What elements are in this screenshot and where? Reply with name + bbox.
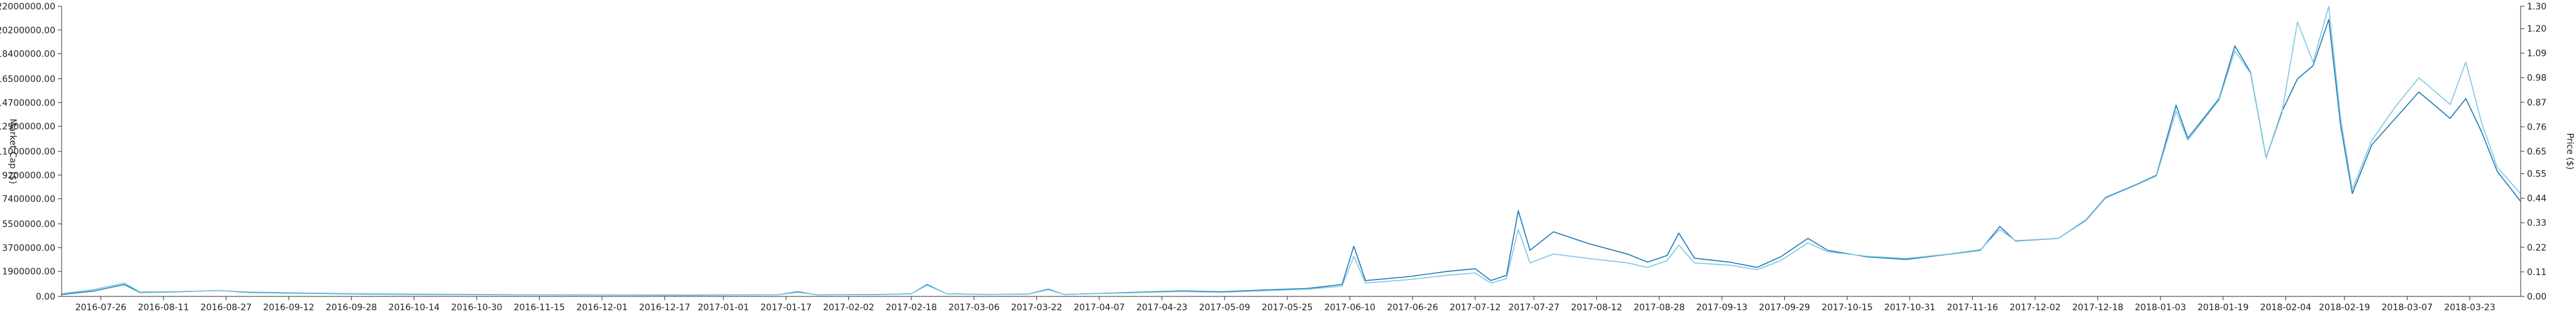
right-tick-label: 0.00: [2527, 292, 2546, 302]
x-tick-label: 2016-11-15: [514, 303, 565, 313]
right-axis-ticks: 0.00 0.11 0.22 0.33 0.44 0.55 0.65 0.76 0.87 0.98…: [2521, 2, 2546, 302]
x-tick-label: 2018-02-04: [2260, 303, 2311, 313]
x-tick-label: 2017-05-09: [1199, 303, 1250, 313]
left-tick-label: 3700000.00: [2, 243, 55, 253]
x-tick-label: 2016-10-14: [389, 303, 440, 313]
left-tick-label: 11000000.00: [0, 147, 55, 157]
x-tick-label: 2017-01-01: [698, 303, 749, 313]
left-tick-label: 1900000.00: [2, 267, 55, 277]
x-tick-label: 2017-12-02: [2009, 303, 2060, 313]
x-tick-label: 2017-12-18: [2072, 303, 2123, 313]
x-tick-label: 2017-11-16: [1947, 303, 1998, 313]
x-tick-label: 2017-03-06: [948, 303, 999, 313]
x-tick-label: 2017-04-23: [1136, 303, 1187, 313]
right-axis-title: Price ($): [2565, 133, 2575, 170]
left-tick-label: 0.00: [36, 292, 55, 302]
market-cap-series-line: [61, 19, 2521, 296]
right-tick-label: 0.87: [2527, 98, 2546, 108]
x-tick-label: 2016-09-12: [263, 303, 314, 313]
x-tick-label: 2018-03-07: [2382, 303, 2433, 313]
x-tick-label: 2016-07-26: [75, 303, 126, 313]
x-tick-label: 2018-01-03: [2135, 303, 2186, 313]
left-tick-label: 5500000.00: [2, 220, 55, 230]
price-series-line: [61, 6, 2521, 296]
left-tick-label: 20200000.00: [0, 26, 55, 36]
x-tick-label: 2017-08-12: [1571, 303, 1622, 313]
left-axis-ticks: 0.00 1900000.00 3700000.00 5500000.00 740000…: [0, 2, 62, 302]
x-tick-label: 2018-03-23: [2444, 303, 2495, 313]
left-tick-label: 12900000.00: [0, 122, 55, 132]
x-tick-label: 2017-07-27: [1508, 303, 1559, 313]
left-tick-label: 7400000.00: [2, 195, 55, 205]
x-tick-label: 2016-12-17: [639, 303, 690, 313]
x-tick-label: 2016-08-27: [201, 303, 252, 313]
x-tick-label: 2018-01-19: [2197, 303, 2248, 313]
x-tick-label: 2017-09-13: [1696, 303, 1747, 313]
x-tick-label: 2017-10-31: [1884, 303, 1935, 313]
left-tick-label: 9200000.00: [2, 171, 55, 181]
x-tick-label: 2017-01-17: [760, 303, 811, 313]
x-tick-label: 2016-10-30: [451, 303, 502, 313]
right-tick-label: 0.22: [2527, 243, 2546, 253]
right-tick-label: 0.33: [2527, 219, 2546, 229]
left-tick-label: 16500000.00: [0, 75, 55, 85]
x-tick-label: 2018-02-19: [2319, 303, 2370, 313]
x-tick-label: 2017-06-10: [1324, 303, 1375, 313]
x-axis-ticks: 2016-07-26 2016-08-11 2016-08-27 2016-09-12…: [75, 296, 2496, 313]
right-tick-label: 1.09: [2527, 49, 2546, 59]
x-tick-label: 2017-10-15: [1821, 303, 1872, 313]
left-axis-title: Market Cap ($): [8, 119, 18, 184]
right-tick-label: 0.65: [2527, 147, 2546, 157]
x-tick-label: 2017-03-22: [1011, 303, 1062, 313]
x-tick-label: 2017-08-28: [1634, 303, 1685, 313]
x-tick-label: 2016-08-11: [138, 303, 189, 313]
x-tick-label: 2017-02-02: [823, 303, 874, 313]
right-tick-label: 0.44: [2527, 194, 2546, 204]
right-tick-label: 0.76: [2527, 122, 2546, 133]
right-tick-label: 1.30: [2527, 2, 2546, 12]
right-tick-label: 1.20: [2527, 24, 2546, 35]
right-tick-label: 0.55: [2527, 170, 2546, 180]
left-tick-label: 22000000.00: [0, 2, 55, 12]
x-tick-label: 2017-02-18: [886, 303, 936, 313]
series-layer: [61, 6, 2521, 296]
x-tick-label: 2017-05-25: [1262, 303, 1313, 313]
left-tick-label: 18400000.00: [0, 50, 55, 60]
x-tick-label: 2017-09-29: [1759, 303, 1810, 313]
x-tick-label: 2017-04-07: [1074, 303, 1124, 313]
x-tick-label: 2017-07-12: [1450, 303, 1501, 313]
right-tick-label: 0.98: [2527, 73, 2546, 84]
left-tick-label: 14700000.00: [0, 98, 55, 108]
right-tick-label: 0.11: [2527, 268, 2546, 278]
x-tick-label: 2017-06-26: [1387, 303, 1438, 313]
x-tick-label: 2016-09-28: [326, 303, 377, 313]
x-tick-label: 2016-12-01: [577, 303, 628, 313]
